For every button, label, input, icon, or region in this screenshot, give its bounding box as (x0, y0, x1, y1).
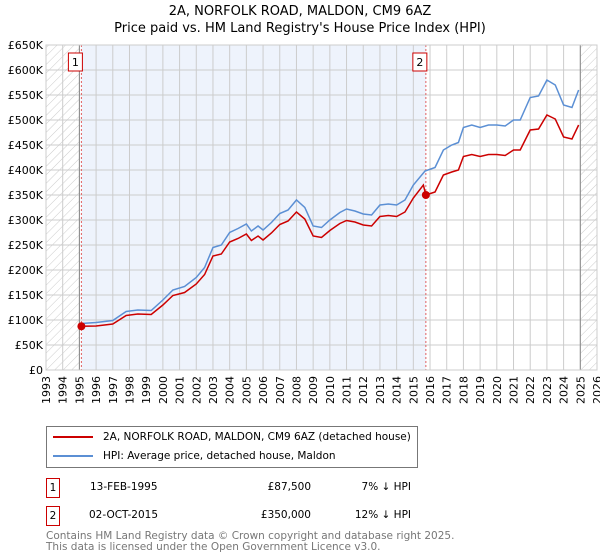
y-tick-label: £550K (8, 89, 44, 102)
legend-label: HPI: Average price, detached house, Mald… (103, 450, 336, 462)
x-tick-label: 2025 (574, 376, 587, 404)
x-tick-label: 1998 (123, 376, 136, 404)
hatched-region-after (580, 45, 597, 370)
x-tick-label: 2018 (457, 376, 470, 404)
x-tick-label: 1994 (57, 376, 70, 404)
x-tick-label: 2001 (174, 376, 187, 404)
sale-marker-box (412, 52, 428, 72)
y-tick-label: £300K (8, 214, 44, 227)
x-tick-label: 2020 (491, 376, 504, 404)
x-tick-label: 2017 (441, 376, 454, 404)
x-tick-label: 2015 (407, 376, 420, 404)
sale-point (77, 322, 86, 331)
sale-marker: 2 (46, 506, 60, 526)
y-tick-label: £200K (8, 264, 44, 277)
footer-licence: This data is licensed under the Open Gov… (46, 541, 381, 553)
x-tick-label: 2005 (240, 376, 253, 404)
x-tick-label: 2009 (307, 376, 320, 404)
price-paid-line (81, 114, 580, 327)
x-tick-label: 2024 (558, 376, 571, 404)
x-tick-label: 2002 (190, 376, 203, 404)
x-tick-label: 2003 (207, 376, 220, 404)
x-tick-label: 2023 (541, 376, 554, 404)
x-tick-label: 1999 (140, 376, 153, 404)
sale-date: 02-OCT-2015 (89, 509, 158, 521)
sale-price: £350,000 (260, 509, 311, 521)
x-tick-label: 2014 (391, 376, 404, 404)
sale-price: £87,500 (267, 481, 311, 493)
footer-copyright: Contains HM Land Registry data © Crown c… (46, 530, 455, 542)
chart-legend: 2A, NORFOLK ROAD, MALDON, CM9 6AZ (detac… (46, 426, 418, 468)
y-tick-label: £400K (8, 164, 44, 177)
legend-label: 2A, NORFOLK ROAD, MALDON, CM9 6AZ (detac… (103, 431, 411, 443)
footer: Contains HM Land Registry data © Crown c… (46, 531, 454, 553)
x-tick-label: 2013 (374, 376, 387, 404)
x-tick-label: 2008 (290, 376, 303, 404)
x-tick-label: 2019 (474, 376, 487, 404)
shaded-ownership-range (81, 45, 426, 370)
x-tick-label: 2022 (524, 376, 537, 404)
legend-item-hpi: HPI: Average price, detached house, Mald… (53, 450, 336, 462)
x-tick-label: 2010 (324, 376, 337, 404)
x-tick-label: 2000 (157, 376, 170, 404)
x-tick-label: 2011 (341, 376, 354, 404)
x-tick-label: 1996 (90, 376, 103, 404)
x-tick-label: 2012 (357, 376, 370, 404)
x-tick-label: 2007 (274, 376, 287, 404)
x-tick-label: 2004 (224, 376, 237, 404)
sale-hpi-diff: 7% ↓ HPI (361, 481, 411, 493)
y-tick-label: £500K (8, 114, 44, 127)
x-tick-label: 2006 (257, 376, 270, 404)
hpi-line (81, 78, 580, 325)
legend-line-blue (53, 455, 93, 457)
legend-line-red (53, 436, 93, 438)
plot-border (45, 44, 598, 371)
sale-row: 2 02-OCT-2015 £350,000 12% ↓ HPI (46, 506, 446, 526)
y-tick-label: £350K (8, 189, 44, 202)
y-tick-label: £0 (29, 364, 43, 377)
chart-title: 2A, NORFOLK ROAD, MALDON, CM9 6AZ (168, 4, 432, 19)
x-tick-label: 1995 (73, 376, 86, 404)
y-tick-label: £600K (8, 64, 44, 77)
sale-marker-box (67, 52, 83, 72)
x-tick-label: 2021 (508, 376, 521, 404)
price-chart: 1993 1994 1995 1996 1997 1998 1999 2000 2001 2002… (8, 39, 600, 404)
sale-marker-label: 2 (416, 56, 423, 69)
y-tick-label: £650K (8, 39, 44, 52)
y-tick-label: £450K (8, 139, 44, 152)
x-tick-label: 1997 (107, 376, 120, 404)
sale-point (421, 191, 430, 199)
y-tick-label: £100K (8, 314, 44, 327)
sale-hpi-diff: 12% ↓ HPI (354, 509, 411, 521)
sale-row: 1 13-FEB-1995 £87,500 7% ↓ HPI (46, 478, 446, 498)
legend-item-property: 2A, NORFOLK ROAD, MALDON, CM9 6AZ (detac… (53, 431, 411, 443)
x-tick-label: 2016 (424, 376, 437, 404)
sale-marker-label: 1 (72, 56, 79, 69)
sale-date: 13-FEB-1995 (90, 481, 158, 493)
y-tick-label: £150K (8, 289, 44, 302)
chart-subtitle: Price paid vs. HM Land Registry's House … (114, 21, 486, 36)
sale-marker: 1 (46, 478, 60, 498)
y-tick-label: £250K (8, 239, 44, 252)
y-tick-label: £50K (15, 339, 44, 352)
x-tick-label: 1993 (40, 376, 53, 404)
x-tick-label: 2026 (591, 376, 600, 404)
